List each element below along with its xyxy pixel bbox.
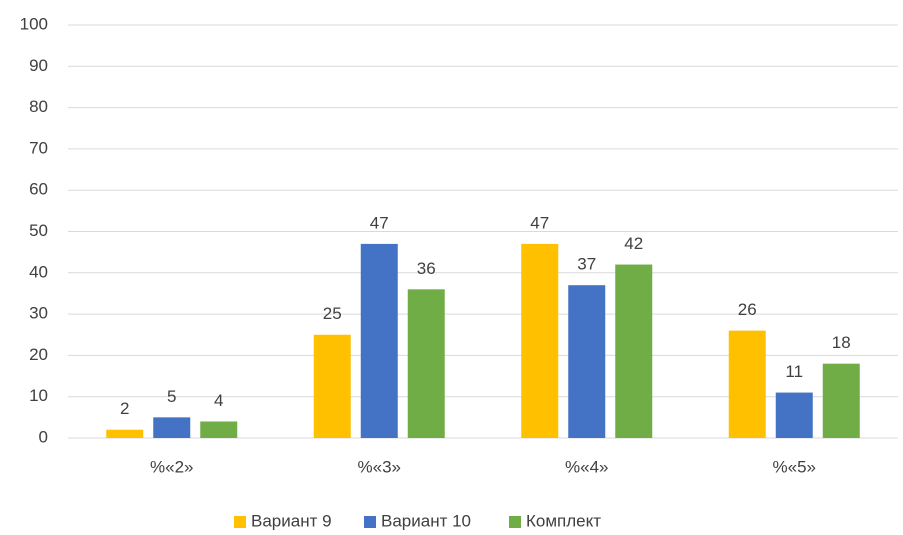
x-tick-label: %«4» [565, 457, 608, 476]
data-label: 37 [577, 255, 596, 274]
data-label: 2 [120, 399, 129, 418]
bar [521, 243, 559, 438]
bar [728, 330, 766, 438]
y-tick-label: 40 [29, 262, 48, 281]
y-tick-label: 30 [29, 304, 48, 323]
data-label: 26 [738, 300, 757, 319]
bar [822, 363, 860, 438]
x-tick-label: %«3» [358, 457, 401, 476]
data-label: 36 [417, 259, 436, 278]
y-tick-label: 90 [29, 56, 48, 75]
y-tick-label: 0 [39, 427, 48, 446]
data-label: 18 [832, 333, 851, 352]
bar [407, 289, 445, 438]
y-tick-label: 70 [29, 138, 48, 157]
bar [568, 285, 606, 438]
legend-label: Вариант 9 [251, 511, 332, 530]
data-label: 5 [167, 387, 176, 406]
bar [153, 417, 191, 438]
y-tick-label: 80 [29, 97, 48, 116]
y-tick-label: 60 [29, 180, 48, 199]
y-tick-label: 10 [29, 386, 48, 405]
bar [106, 429, 144, 438]
legend-swatch [364, 516, 376, 528]
legend-swatch [509, 516, 521, 528]
bar [775, 392, 813, 438]
y-tick-label: 50 [29, 221, 48, 240]
data-label: 42 [624, 234, 643, 253]
y-tick-label: 20 [29, 345, 48, 364]
bar [615, 264, 653, 438]
x-tick-label: %«5» [773, 457, 816, 476]
data-label: 4 [214, 391, 223, 410]
bar [313, 334, 351, 438]
data-label: 11 [785, 362, 803, 381]
legend-label: Комплект [526, 511, 601, 530]
y-tick-label: 100 [20, 14, 48, 33]
bar [360, 243, 398, 438]
data-label: 25 [323, 304, 342, 323]
data-label: 47 [370, 213, 389, 232]
data-label: 47 [530, 213, 549, 232]
x-tick-label: %«2» [150, 457, 193, 476]
legend-label: Вариант 10 [381, 511, 471, 530]
bar [200, 421, 238, 438]
legend-swatch [234, 516, 246, 528]
